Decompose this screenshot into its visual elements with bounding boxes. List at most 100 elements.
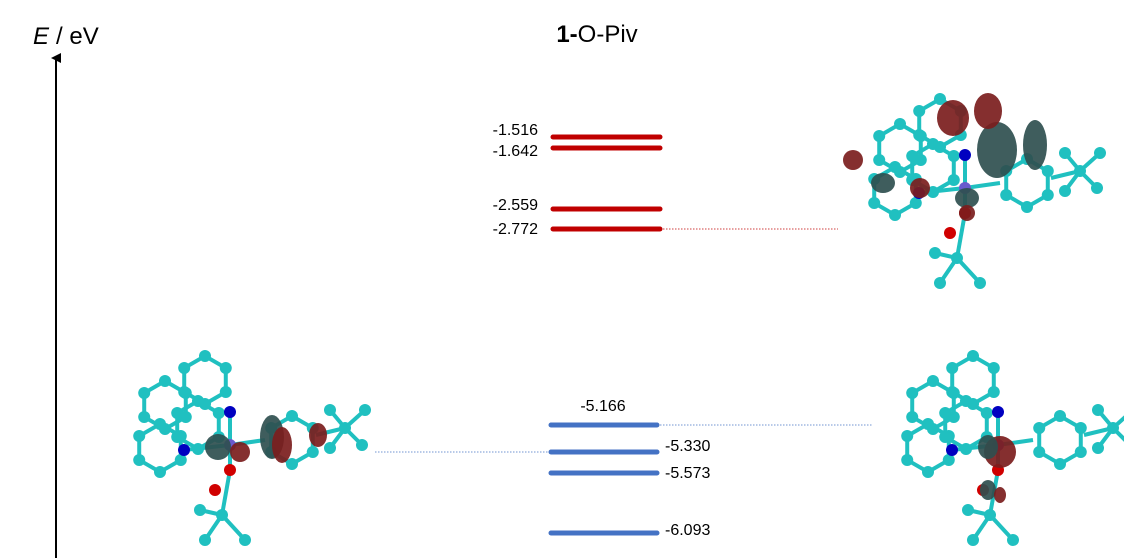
atom (974, 277, 986, 289)
atom (171, 407, 183, 419)
molecules (133, 93, 1124, 546)
atom (981, 407, 993, 419)
atom (868, 197, 880, 209)
orbital-lobe (974, 93, 1002, 129)
molecule (901, 350, 1124, 546)
orbital-lobe (309, 423, 327, 447)
atom (194, 504, 206, 516)
atom (1042, 189, 1054, 201)
orbital-lobe (980, 480, 996, 500)
orbital-lobe (230, 442, 250, 462)
atom (239, 534, 251, 546)
atom (1092, 404, 1104, 416)
atom (220, 386, 232, 398)
orbital-lobe (205, 434, 231, 460)
atom (913, 105, 925, 117)
atom (1059, 185, 1071, 197)
level-label: -5.573 (665, 465, 710, 482)
atom (199, 534, 211, 546)
atom (1075, 446, 1087, 458)
ring (1039, 416, 1081, 464)
energy-diagram: E/ eV 1-O-Piv -1.516-1.642-2.559-2.772-5… (0, 0, 1124, 558)
axis-label: E/ eV (33, 23, 99, 50)
atom (934, 277, 946, 289)
atom (133, 430, 145, 442)
atom (906, 150, 918, 162)
atom (192, 395, 204, 407)
molecule (843, 93, 1106, 289)
orbital-lobe (272, 427, 292, 463)
atom (154, 466, 166, 478)
atom (939, 431, 951, 443)
atom (1042, 165, 1054, 177)
atom (984, 509, 996, 521)
level-label: -5.166 (580, 398, 625, 415)
atom (922, 418, 934, 430)
atom (216, 509, 228, 521)
orbital-lobe (871, 173, 895, 193)
atom (967, 534, 979, 546)
atom (138, 387, 150, 399)
atom (962, 504, 974, 516)
orbital-lobe (1023, 120, 1047, 170)
atom (1021, 201, 1033, 213)
atom (220, 362, 232, 374)
atom (1107, 422, 1119, 434)
atom (356, 439, 368, 451)
atom (224, 406, 236, 418)
atom (1094, 147, 1106, 159)
orbital-lobe (910, 178, 930, 198)
atom (967, 350, 979, 362)
orbital-lobe (937, 100, 969, 136)
atom (944, 227, 956, 239)
atom (180, 387, 192, 399)
atom (960, 443, 972, 455)
title-rest: O-Piv (578, 21, 638, 48)
atom (339, 422, 351, 434)
atom (915, 130, 927, 142)
atom (927, 375, 939, 387)
atom (988, 362, 1000, 374)
level-label: -2.559 (493, 197, 538, 214)
atom (948, 387, 960, 399)
atom (922, 466, 934, 478)
axis-unit: / eV (56, 23, 99, 50)
atom (894, 118, 906, 130)
level-label: -1.642 (493, 143, 538, 160)
atom (133, 454, 145, 466)
atom (199, 350, 211, 362)
atom (1000, 189, 1012, 201)
atom (178, 444, 190, 456)
atom (307, 446, 319, 458)
axis-symbol: E (33, 23, 50, 50)
title: 1-O-Piv (556, 21, 637, 48)
title-bold: 1- (556, 21, 577, 48)
atom (948, 150, 960, 162)
atom (959, 149, 971, 161)
atom (324, 442, 336, 454)
atom (1007, 534, 1019, 546)
level-label: -5.330 (665, 438, 710, 455)
orbital-lobe (978, 435, 998, 459)
level-label: -2.772 (493, 221, 538, 238)
atom (154, 418, 166, 430)
atom (873, 154, 885, 166)
atom (889, 209, 901, 221)
page: {"title": {"bold": "1-", "rest": "O-Piv"… (0, 0, 1124, 558)
atom (1059, 147, 1071, 159)
atom (873, 130, 885, 142)
atom (213, 407, 225, 419)
atom (906, 387, 918, 399)
atom (906, 411, 918, 423)
atom (324, 404, 336, 416)
atom (209, 484, 221, 496)
atom (1054, 458, 1066, 470)
atom (1075, 422, 1087, 434)
atom (992, 406, 1004, 418)
atom (939, 407, 951, 419)
atom (286, 458, 298, 470)
level-label: -6.093 (665, 522, 710, 539)
atom (286, 410, 298, 422)
atom (951, 252, 963, 264)
orbital-lobe (843, 150, 863, 170)
